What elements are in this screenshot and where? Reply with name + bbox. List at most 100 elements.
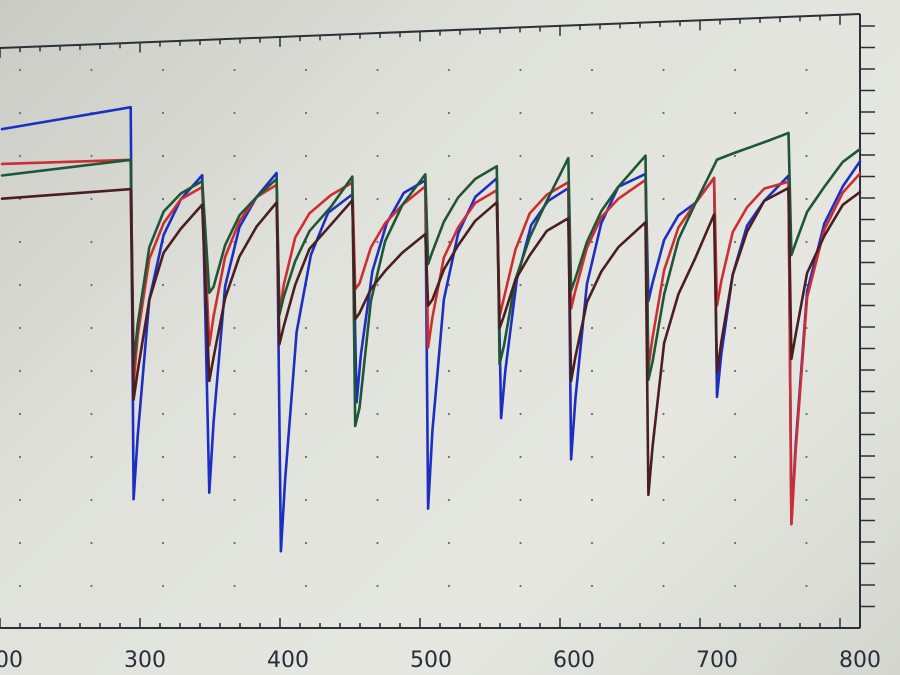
- grid-dot: [304, 455, 308, 459]
- grid-dot: [90, 369, 93, 373]
- grid-dot: [90, 154, 93, 158]
- grid-dot: [662, 369, 665, 373]
- grid-dot: [161, 326, 165, 330]
- grid-dot: [233, 369, 236, 373]
- grid-dot: [161, 197, 165, 201]
- grid-dot: [304, 111, 308, 115]
- grid-dot: [304, 498, 308, 502]
- grid-dot: [590, 541, 594, 545]
- grid-dot: [18, 455, 22, 459]
- grid-dot: [590, 68, 594, 72]
- grid-dot: [304, 326, 308, 330]
- grid-dot: [447, 455, 451, 459]
- grid-dot: [447, 369, 451, 373]
- grid-dot: [161, 369, 165, 373]
- grid-dot: [376, 111, 379, 115]
- series-line-3: [0, 131, 862, 428]
- grid-dot: [376, 541, 379, 545]
- series-line-2: [0, 158, 862, 526]
- grid-dot: [590, 326, 594, 330]
- grid-dot: [376, 154, 379, 158]
- grid-dot: [590, 154, 594, 158]
- grid-dot: [233, 197, 236, 201]
- grid-dot: [733, 197, 737, 201]
- grid-dot: [805, 584, 808, 588]
- grid-dot: [161, 455, 165, 459]
- grid-dot: [733, 498, 737, 502]
- grid-dot: [662, 154, 665, 158]
- grid-dot: [233, 283, 236, 287]
- grid-dot: [662, 111, 665, 115]
- grid-dot: [519, 326, 522, 330]
- grid-dot: [733, 68, 737, 72]
- grid-dot: [447, 111, 451, 115]
- grid-dot: [805, 240, 808, 244]
- grid-dot: [733, 154, 737, 158]
- grid-dot: [805, 369, 808, 373]
- x-tick-label: 700: [696, 648, 738, 673]
- grid-dot: [447, 326, 451, 330]
- grid-dot: [18, 541, 22, 545]
- grid-dot: [590, 412, 594, 416]
- grid-dot: [161, 111, 165, 115]
- plot-frame: [0, 13, 861, 629]
- grid-dot: [18, 326, 22, 330]
- grid-dot: [662, 197, 665, 201]
- x-tick-label: 300: [124, 648, 166, 673]
- grid-dot: [662, 68, 665, 72]
- grid-dot: [376, 240, 379, 244]
- series-line-4: [0, 186, 862, 497]
- grid-dot: [18, 111, 22, 115]
- grid-dot: [733, 412, 737, 416]
- grid-dot: [519, 455, 522, 459]
- grid-dot: [90, 455, 93, 459]
- x-tick-label: 800: [839, 648, 881, 673]
- grid-dot: [519, 283, 522, 287]
- grid-dot: [161, 68, 165, 72]
- grid-dot: [90, 498, 93, 502]
- grid-dot: [662, 541, 665, 545]
- grid-dot: [304, 541, 308, 545]
- grid-dot: [805, 541, 808, 545]
- plot-top-border: [0, 13, 861, 49]
- grid-dot: [519, 369, 522, 373]
- grid-dot: [519, 197, 522, 201]
- grid-dot: [519, 154, 522, 158]
- series-lines: [0, 105, 862, 553]
- grid-dot: [733, 584, 737, 588]
- grid-dot: [233, 68, 236, 72]
- grid-dot: [662, 498, 665, 502]
- grid-dot: [90, 240, 93, 244]
- grid-dot: [90, 283, 93, 287]
- grid-dot: [447, 283, 451, 287]
- grid-dot: [733, 240, 737, 244]
- grid-dot: [304, 412, 308, 416]
- grid-dot: [590, 197, 594, 201]
- x-tick-labels: 200 300 400 500 600 700 800: [0, 648, 881, 673]
- grid-dot: [519, 412, 522, 416]
- grid-dot: [90, 541, 93, 545]
- grid-dot: [376, 455, 379, 459]
- grid-dot: [18, 369, 22, 373]
- grid-dot: [18, 68, 22, 72]
- x-tick-label: 600: [553, 648, 595, 673]
- grid-dot: [733, 111, 737, 115]
- grid-dot: [376, 68, 379, 72]
- grid-dot: [447, 584, 451, 588]
- grid-dot: [18, 154, 22, 158]
- grid-dot: [376, 412, 379, 416]
- grid-dot: [447, 154, 451, 158]
- grid-dot: [590, 584, 594, 588]
- grid-dot: [519, 584, 522, 588]
- grid-dot: [519, 498, 522, 502]
- grid-dot: [233, 541, 236, 545]
- grid-dot: [233, 111, 236, 115]
- grid: [18, 68, 808, 588]
- grid-dot: [376, 197, 379, 201]
- grid-dot: [233, 498, 236, 502]
- grid-dot: [733, 455, 737, 459]
- grid-dot: [304, 584, 308, 588]
- grid-dot: [233, 326, 236, 330]
- grid-dot: [18, 283, 22, 287]
- grid-dot: [590, 283, 594, 287]
